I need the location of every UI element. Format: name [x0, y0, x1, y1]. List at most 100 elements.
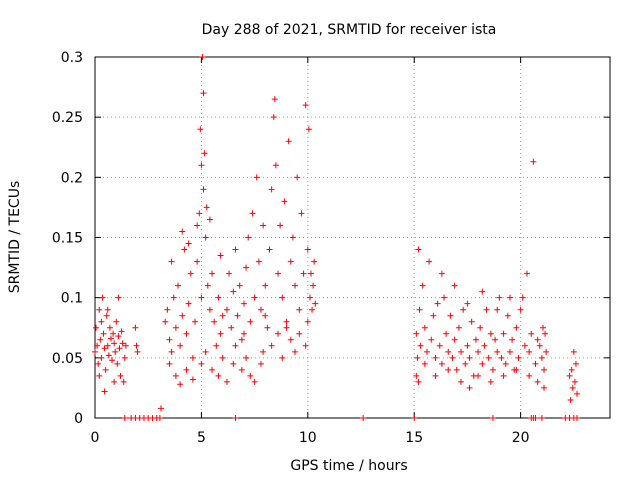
data-point	[453, 366, 460, 373]
data-point	[296, 330, 303, 337]
data-point	[526, 348, 533, 355]
data-point	[116, 345, 123, 352]
data-point	[223, 378, 230, 385]
data-point	[179, 228, 186, 235]
data-point	[489, 366, 496, 373]
data-point	[257, 360, 264, 367]
data-point	[436, 342, 443, 349]
data-point	[498, 354, 505, 361]
data-point	[262, 282, 269, 289]
data-point	[432, 372, 439, 379]
data-point	[494, 348, 501, 355]
data-points	[92, 54, 581, 421]
data-point	[189, 376, 196, 383]
data-point	[201, 150, 208, 157]
data-point	[257, 306, 264, 313]
data-point	[122, 342, 129, 349]
data-point	[466, 354, 473, 361]
data-point	[528, 330, 535, 337]
data-point	[413, 330, 420, 337]
data-point	[251, 378, 258, 385]
data-point	[281, 198, 288, 205]
data-point	[279, 354, 286, 361]
data-point	[238, 336, 245, 343]
data-point	[496, 294, 503, 301]
data-point	[460, 306, 467, 313]
y-tick-label: 0	[74, 411, 83, 427]
data-point	[504, 312, 511, 319]
data-point	[477, 324, 484, 331]
x-tick-label: 0	[91, 430, 100, 446]
data-point	[541, 384, 548, 391]
data-point	[536, 342, 543, 349]
data-point	[572, 360, 579, 367]
data-point	[96, 372, 103, 379]
data-point	[187, 270, 194, 277]
data-point	[255, 258, 262, 265]
data-point	[156, 415, 163, 421]
data-point	[483, 306, 490, 313]
data-point	[302, 342, 309, 349]
data-point	[310, 282, 317, 289]
data-point	[238, 366, 245, 373]
data-point	[415, 246, 422, 253]
data-point	[268, 186, 275, 193]
data-point	[177, 381, 184, 388]
data-point	[253, 174, 260, 181]
data-point	[543, 348, 550, 355]
data-point	[524, 270, 531, 277]
data-point	[217, 330, 224, 337]
data-point	[260, 222, 267, 229]
data-point	[213, 342, 220, 349]
data-point	[197, 126, 204, 133]
data-point	[194, 258, 201, 265]
data-point	[200, 90, 207, 97]
data-point	[306, 294, 313, 301]
data-point	[249, 210, 256, 217]
data-point	[421, 324, 428, 331]
data-point	[458, 348, 465, 355]
data-point	[421, 360, 428, 367]
data-point	[414, 354, 421, 361]
data-point	[105, 352, 112, 359]
data-point	[275, 270, 282, 277]
data-point	[532, 415, 539, 421]
data-point	[285, 138, 292, 145]
data-point	[521, 342, 528, 349]
x-axis-title: GPS time / hours	[290, 458, 407, 474]
data-point	[417, 342, 424, 349]
data-point	[411, 415, 418, 421]
data-point	[445, 366, 452, 373]
data-point	[172, 324, 179, 331]
data-point	[464, 342, 471, 349]
data-point	[114, 360, 121, 367]
data-point	[204, 282, 211, 289]
data-point	[569, 384, 576, 391]
data-point	[570, 348, 577, 355]
data-point	[360, 415, 367, 421]
data-point	[166, 336, 173, 343]
data-point	[275, 330, 282, 337]
data-point	[99, 294, 106, 301]
data-point	[526, 372, 533, 379]
data-point	[260, 348, 267, 355]
data-point	[232, 415, 239, 421]
data-point	[243, 354, 250, 361]
data-point	[96, 306, 103, 313]
data-point	[111, 340, 118, 347]
data-point	[304, 318, 311, 325]
data-point	[574, 415, 581, 421]
data-point	[271, 96, 278, 103]
data-point	[226, 270, 233, 277]
data-point	[530, 158, 537, 165]
data-point	[219, 312, 226, 319]
data-point	[534, 336, 541, 343]
data-point	[270, 114, 277, 121]
data-point	[458, 378, 465, 385]
data-point	[181, 246, 188, 253]
data-point	[475, 372, 482, 379]
data-point	[211, 318, 218, 325]
data-point	[502, 360, 509, 367]
data-point	[300, 270, 307, 277]
